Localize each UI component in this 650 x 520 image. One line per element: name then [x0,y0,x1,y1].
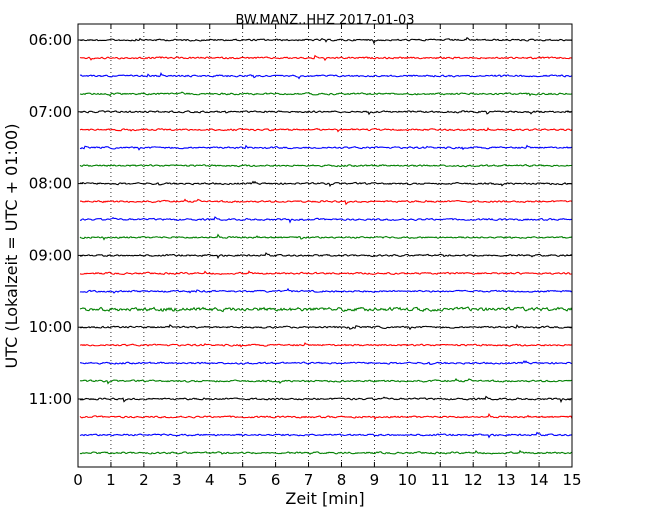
x-tick-label: 15 [562,471,581,489]
vertical-grid [110,24,540,467]
x-tick-label: 7 [304,471,314,489]
trace-line [79,270,573,276]
x-tick-label: 10 [398,471,417,489]
trace-line [79,54,573,62]
trace-line [79,110,573,116]
plot-frame [77,23,573,468]
trace-line [79,252,573,259]
y-tick-label: 09:00 [29,246,72,264]
trace-line [79,233,573,241]
y-tick-label: 07:00 [29,103,72,121]
trace-line [79,413,573,421]
y-tick-label: 08:00 [29,175,72,193]
x-tick-label: 2 [139,471,149,489]
x-tick-label: 1 [106,471,116,489]
y-tick-label: 10:00 [29,318,72,336]
x-tick-label: 9 [370,471,380,489]
trace-line [79,306,573,313]
x-tick-label: 8 [337,471,347,489]
y-axis: 06:00 07:00 08:00 09:00 10:00 11:00 [29,31,572,408]
y-axis-label: UTC (Lokalzeit = UTC + 01:00) [2,124,21,369]
trace-line [79,36,573,45]
x-axis-label: Zeit [min] [285,489,364,508]
trace-line [79,431,573,439]
x-tick-label: 12 [464,471,483,489]
x-tick-label: 0 [73,471,83,489]
trace-line [79,342,573,348]
trace-line [79,216,573,224]
x-tick-label: 11 [431,471,450,489]
x-tick-label: 14 [530,471,549,489]
x-tick-label: 4 [205,471,215,489]
trace-line [79,91,573,97]
y-tick-label: 06:00 [29,31,72,49]
trace-line [79,72,573,80]
trace-group [79,36,573,456]
trace-line [79,360,573,365]
trace-line [79,449,573,456]
trace-line [79,180,573,188]
x-axis: 0 1 2 3 4 5 6 7 8 9 10 11 12 13 14 15 [73,24,582,489]
chart-title: BW.MANZ..HHZ 2017-01-03 [235,13,414,28]
trace-line [79,378,573,385]
x-tick-label: 13 [497,471,516,489]
trace-line [79,144,573,151]
trace-line [79,395,573,404]
y-tick-label: 11:00 [29,390,72,408]
trace-line [79,198,573,206]
trace-line [79,163,573,168]
x-tick-label: 6 [271,471,281,489]
x-tick-label: 3 [172,471,182,489]
trace-line [79,127,573,133]
trace-line [79,287,573,294]
x-tick-label: 5 [238,471,248,489]
trace-line [79,323,573,331]
